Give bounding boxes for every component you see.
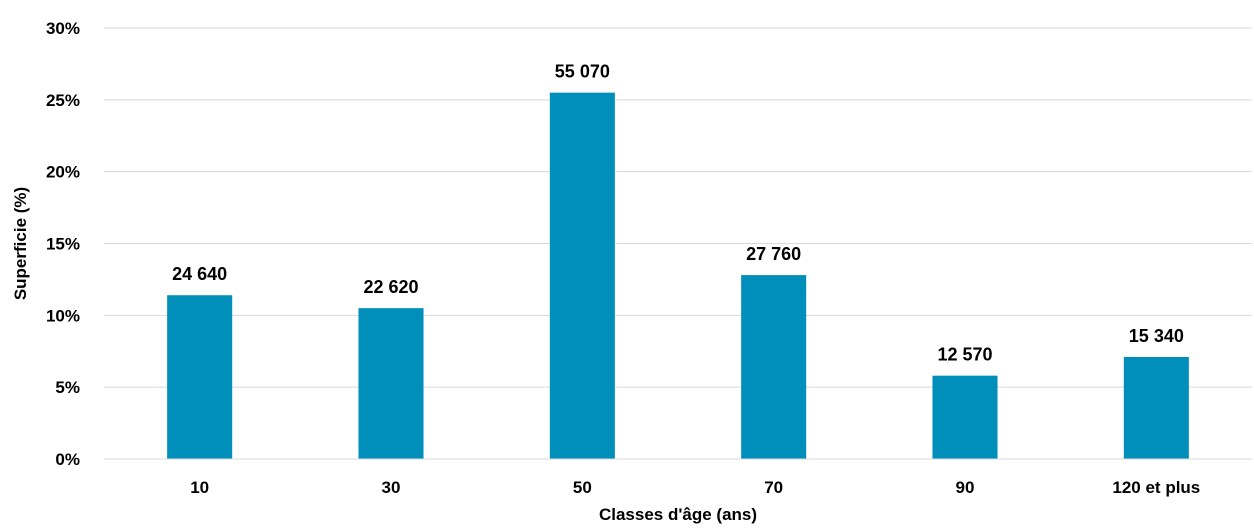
bar bbox=[1123, 356, 1189, 459]
x-axis-title: Classes d'âge (ans) bbox=[599, 505, 757, 524]
bar-value-label: 12 570 bbox=[937, 345, 992, 365]
bar-value-label: 15 340 bbox=[1129, 326, 1184, 346]
y-tick-label: 25% bbox=[46, 91, 80, 110]
y-tick-label: 15% bbox=[46, 235, 80, 254]
bar-value-label: 22 620 bbox=[363, 277, 418, 297]
bar bbox=[167, 295, 233, 459]
x-tick-label: 30 bbox=[382, 478, 401, 497]
x-tick-label: 70 bbox=[764, 478, 783, 497]
bar-value-label: 27 760 bbox=[746, 244, 801, 264]
bar bbox=[358, 308, 424, 459]
y-tick-label: 10% bbox=[46, 306, 80, 325]
bar bbox=[549, 92, 615, 460]
x-tick-label: 90 bbox=[956, 478, 975, 497]
y-tick-label: 30% bbox=[46, 19, 80, 38]
bar bbox=[741, 275, 807, 459]
y-tick-label: 5% bbox=[55, 378, 80, 397]
x-tick-label: 50 bbox=[573, 478, 592, 497]
y-tick-label: 20% bbox=[46, 163, 80, 182]
x-tick-label: 10 bbox=[190, 478, 209, 497]
gridlines bbox=[104, 27, 1252, 388]
bar bbox=[932, 375, 998, 459]
x-tick-label: 120 et plus bbox=[1112, 478, 1200, 497]
data-labels: 24 640 22 620 55 070 27 760 12 570 15 340 bbox=[172, 62, 1184, 365]
y-axis-ticks: 0% 5% 10% 15% 20% 25% 30% bbox=[46, 19, 80, 469]
bars bbox=[167, 92, 1189, 460]
bar-value-label: 24 640 bbox=[172, 264, 227, 284]
y-tick-label: 0% bbox=[55, 450, 80, 469]
x-axis-ticks: 10 30 50 70 90 120 et plus bbox=[190, 478, 1200, 497]
y-axis-title: Superficie (%) bbox=[11, 187, 30, 300]
bar-value-label: 55 070 bbox=[555, 62, 610, 82]
